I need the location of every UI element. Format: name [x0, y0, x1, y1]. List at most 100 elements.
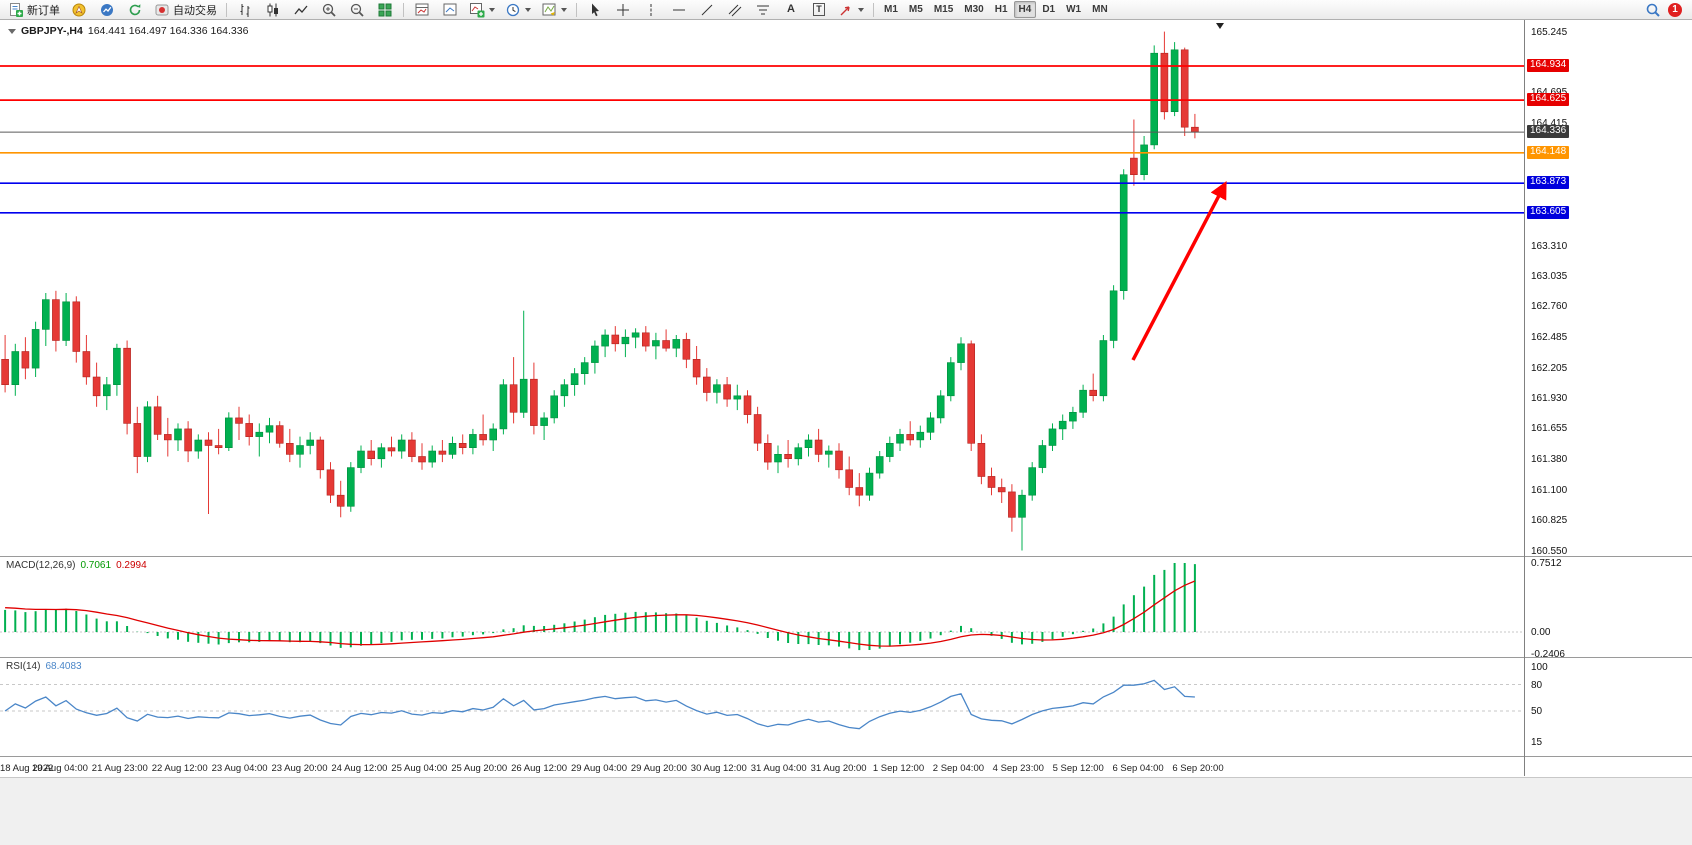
template-icon — [542, 3, 556, 15]
price-scale[interactable]: 165.245 164.695 164.415 163.310 163.035 162.7… — [1526, 20, 1690, 795]
timeframe-button-M30[interactable]: M30 — [964, 4, 984, 15]
time-axis-label: 31 Aug 04:00 — [750, 763, 807, 774]
zoom-in-button[interactable] — [316, 0, 342, 20]
one-click-trading-expander-icon[interactable] — [8, 28, 16, 34]
crosshair-tool-button[interactable] — [610, 0, 636, 20]
chart-window: GBPJPY-,H4 164.441 164.497 164.336 164.3… — [0, 20, 1692, 845]
time-axis-label: 29 Aug 04:00 — [571, 763, 627, 774]
price-scale-label: 165.245 — [1531, 26, 1568, 38]
arrow-tools-button[interactable] — [834, 0, 868, 20]
symbol-title: GBPJPY-,H4 — [21, 25, 83, 37]
indicators-icon — [470, 2, 485, 17]
timeframe-button-D1[interactable]: D1 — [1042, 4, 1056, 15]
compass-icon — [72, 3, 86, 16]
dropdown-arrow-icon — [561, 7, 567, 12]
zoom-out-button[interactable] — [344, 0, 370, 20]
trendline-tool-button[interactable] — [694, 0, 720, 20]
vertical-line-tool-button[interactable] — [638, 0, 664, 20]
indicators-button[interactable] — [465, 0, 499, 20]
ohlc-values: 164.441 164.497 164.336 164.336 — [87, 25, 249, 37]
panel-divider[interactable] — [0, 556, 1692, 557]
cursor-tool-button[interactable] — [582, 0, 608, 20]
panel-divider[interactable] — [0, 657, 1692, 658]
candlestick-chart-icon — [267, 3, 278, 16]
autotrading-button[interactable]: 自动交易 — [150, 0, 221, 20]
timeframe-button-M5[interactable]: M5 — [908, 4, 923, 15]
time-axis-label: 29 Aug 20:00 — [630, 763, 687, 774]
time-axis-label: 23 Aug 20:00 — [271, 763, 328, 774]
price-line-badge: 163.605 — [1527, 205, 1570, 219]
price-scale-label: 161.100 — [1531, 484, 1568, 496]
time-axis-label: 26 Aug 12:00 — [511, 763, 568, 774]
rsi-panel[interactable] — [0, 658, 1524, 756]
time-axis-label: 4 Sep 23:00 — [992, 763, 1044, 774]
bar-chart-button[interactable] — [232, 0, 258, 20]
fibonacci-icon — [757, 5, 769, 14]
template-button[interactable] — [537, 0, 571, 20]
bar-chart-icon — [240, 3, 250, 17]
channel-tool-button[interactable] — [722, 0, 748, 20]
toolbar-separator — [226, 2, 227, 17]
new-order-button[interactable]: 新订单 — [4, 0, 64, 20]
bottom-filler — [0, 777, 1692, 845]
timeframe-button-M1[interactable]: M1 — [884, 4, 898, 15]
dropdown-arrow-icon — [858, 7, 864, 12]
macd-scale-label: 0.7512 — [1531, 558, 1562, 569]
price-scale-divider[interactable] — [1524, 20, 1525, 776]
price-scale-label: 162.760 — [1531, 301, 1568, 313]
text-tool-button[interactable]: A — [778, 0, 804, 20]
macd-main-value: 0.7061 — [80, 560, 112, 571]
main-price-chart[interactable] — [0, 20, 1524, 556]
line-chart-button[interactable] — [288, 0, 314, 20]
compass-button[interactable] — [66, 0, 92, 20]
horizontal-line-tool-button[interactable] — [666, 0, 692, 20]
price-line-badge: 164.934 — [1527, 59, 1570, 72]
zoom-in-icon — [322, 3, 336, 17]
notification-badge[interactable]: 1 — [1668, 2, 1682, 17]
fibonacci-tool-button[interactable] — [750, 0, 776, 20]
timeframe-button-M15[interactable]: M15 — [933, 4, 954, 15]
horizontal-line-icon — [673, 9, 685, 10]
candlestick-chart-button[interactable] — [260, 0, 286, 20]
time-axis-label: 21 Aug 23:00 — [91, 763, 148, 774]
arrow-tool-icon — [840, 5, 850, 15]
time-axis-label: 24 Aug 12:00 — [331, 763, 388, 774]
new-order-icon — [10, 2, 23, 17]
autotrading-label: 自动交易 — [173, 4, 217, 17]
macd-scale-label: -0.2406 — [1531, 649, 1565, 661]
search-icon — [1646, 3, 1660, 17]
timeframe-button-W1[interactable]: W1 — [1066, 4, 1082, 15]
timeframe-button-H1[interactable]: H1 — [994, 4, 1008, 15]
tile-windows-button[interactable] — [372, 0, 398, 20]
line-chart-icon — [294, 5, 308, 14]
toolbar-separator — [576, 2, 577, 17]
arrange-charts-button[interactable] — [409, 0, 435, 20]
refresh-button[interactable] — [122, 0, 148, 20]
rsi-scale-label: 50 — [1531, 706, 1543, 717]
time-axis-label: 31 Aug 20:00 — [810, 763, 867, 774]
price-scale-label: 163.310 — [1531, 240, 1568, 252]
macd-panel[interactable] — [0, 557, 1524, 657]
vertical-line-icon — [650, 3, 652, 16]
timeframe-bar: M1 M5 M15 M30 H1 H4 D1 W1 MN — [879, 1, 1113, 18]
label-tool-button[interactable]: T — [806, 0, 832, 20]
text-tool-icon: A — [787, 3, 795, 15]
time-axis-label: 1 Sep 12:00 — [872, 763, 925, 774]
channel-icon — [728, 4, 742, 16]
periods-button[interactable] — [501, 0, 535, 20]
market-watch-button[interactable] — [94, 0, 120, 20]
time-axis[interactable]: 18 Aug 2022 19 Aug 04:00 21 Aug 23:00 22 Au… — [0, 757, 1524, 777]
price-line-badge: 164.336 — [1527, 125, 1570, 139]
time-axis-label: 18 Aug 2022 — [0, 763, 54, 774]
chart-shift-button[interactable] — [437, 0, 463, 20]
search-button[interactable] — [1640, 0, 1666, 20]
refresh-icon — [129, 3, 141, 15]
price-scale-label: 163.035 — [1531, 270, 1568, 282]
time-axis-label: 25 Aug 20:00 — [451, 763, 508, 774]
price-scale-label: 161.380 — [1531, 453, 1568, 465]
timeframe-button-H4[interactable]: H4 — [1013, 1, 1037, 18]
price-line-badge: 164.148 — [1527, 145, 1570, 159]
time-axis-label: 25 Aug 04:00 — [391, 763, 448, 774]
timeframe-button-MN[interactable]: MN — [1092, 4, 1108, 15]
chart-shift-marker-icon[interactable] — [1216, 23, 1224, 29]
